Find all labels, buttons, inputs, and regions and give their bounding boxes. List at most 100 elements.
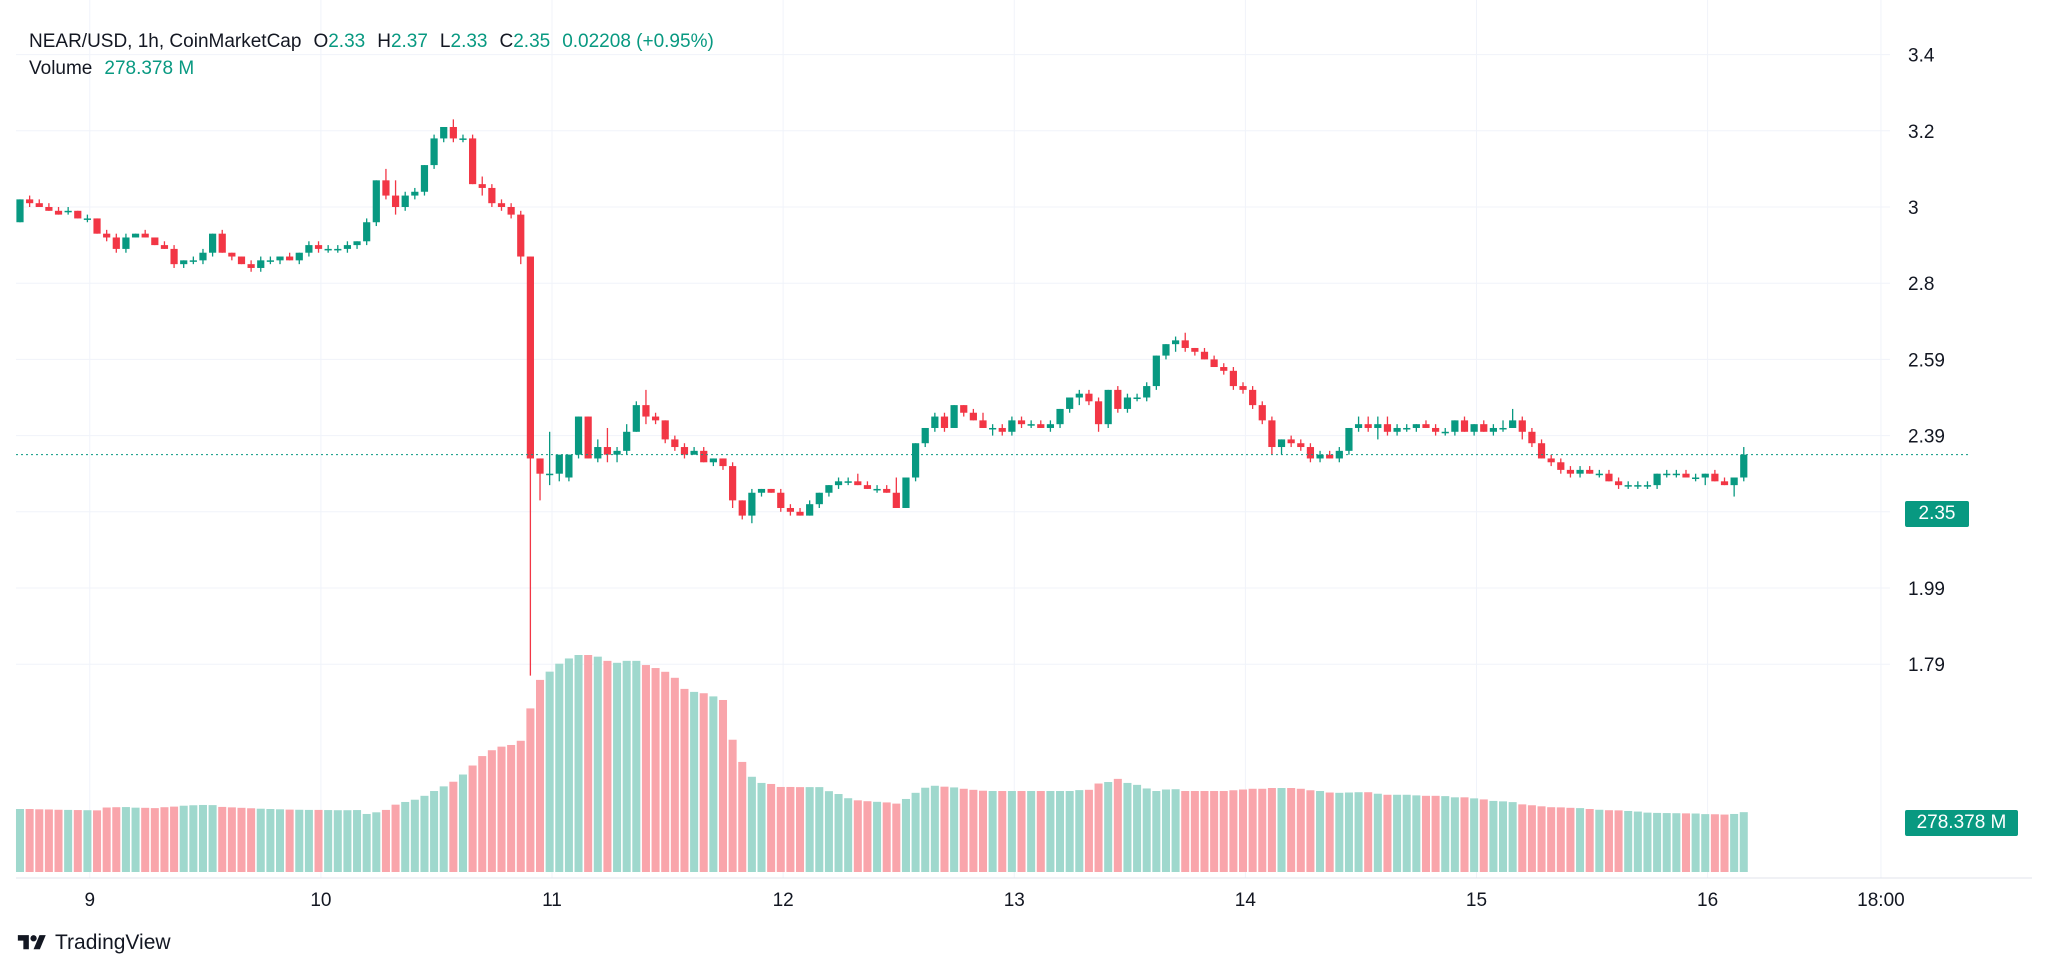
- volume-bar: [25, 809, 34, 872]
- candle-body: [863, 485, 872, 489]
- candle-body: [1297, 443, 1305, 448]
- volume-bar: [458, 774, 467, 872]
- candle-body: [921, 427, 929, 444]
- volume-bar: [1027, 791, 1036, 872]
- volume-bar: [1354, 792, 1363, 872]
- volume-bar: [969, 789, 978, 872]
- volume-bar: [892, 803, 901, 872]
- candle-body: [382, 180, 390, 196]
- candle-body: [1114, 389, 1122, 409]
- candle-body: [1056, 408, 1064, 425]
- candle-body: [1557, 462, 1565, 470]
- x-tick-label: 12: [773, 890, 794, 911]
- volume-bar: [728, 739, 737, 872]
- volume-bar: [1624, 810, 1633, 872]
- volume-bar: [401, 801, 410, 872]
- candle-body: [1614, 481, 1623, 486]
- candle-body: [1701, 473, 1709, 478]
- volume-bar: [805, 787, 814, 872]
- y-tick-label: 3: [1908, 198, 1919, 219]
- y-tick-label: 1.79: [1908, 655, 1945, 676]
- tradingview-brand[interactable]: TradingView: [15, 931, 171, 955]
- y-tick-label: 1.99: [1908, 579, 1945, 600]
- volume-bar: [834, 794, 843, 872]
- volume-bar: [160, 807, 169, 872]
- candle-body: [767, 488, 775, 493]
- candle-body: [603, 447, 612, 455]
- candle-body: [1605, 473, 1613, 482]
- volume-bar: [873, 801, 882, 872]
- candle-body: [834, 481, 843, 486]
- candle-body: [1277, 439, 1286, 448]
- volume-bar: [93, 810, 102, 872]
- volume-bar: [324, 810, 333, 872]
- volume-bar: [1258, 788, 1267, 872]
- volume-bar: [1094, 783, 1103, 872]
- volume-bar: [1662, 813, 1671, 872]
- volume-bar: [1364, 792, 1373, 872]
- candle-body: [141, 233, 149, 238]
- volume-bar: [603, 660, 612, 872]
- candle-body: [237, 256, 246, 265]
- volume-bar: [266, 809, 275, 872]
- volume-bar: [1056, 791, 1065, 872]
- volume-bar: [179, 805, 188, 872]
- candle-body: [1403, 427, 1411, 430]
- volume-bar: [1556, 807, 1565, 872]
- y-tick-label: 3.4: [1908, 46, 1935, 67]
- candle-body: [815, 492, 823, 505]
- volume-bar: [930, 785, 939, 872]
- candle-body: [430, 138, 438, 166]
- candle-body: [247, 264, 255, 268]
- volume-bar: [304, 809, 313, 872]
- candle-body: [584, 416, 592, 459]
- candle-body: [1345, 427, 1353, 451]
- volume-bar: [73, 810, 82, 872]
- symbol-title[interactable]: NEAR/USD, 1h, CoinMarketCap: [29, 31, 302, 52]
- chart-legend: NEAR/USD, 1h, CoinMarketCap O 2.33 H 2.37 …: [29, 28, 714, 82]
- high-value: 2.37: [390, 31, 428, 52]
- volume-bar: [1508, 802, 1517, 872]
- volume-bar: [198, 804, 207, 872]
- volume-bar: [247, 808, 256, 872]
- candle-body: [131, 233, 140, 238]
- volume-bar: [507, 744, 516, 872]
- volume-bar: [1527, 805, 1536, 872]
- candle-body: [854, 481, 862, 486]
- candle-body: [825, 485, 833, 493]
- volume-bar: [1373, 793, 1382, 872]
- volume-bar: [362, 813, 371, 872]
- candle-body: [844, 481, 852, 483]
- candle-body: [324, 248, 332, 251]
- volume-bar: [1200, 791, 1209, 872]
- candle-body: [709, 458, 717, 463]
- candle-body: [343, 245, 352, 249]
- volume-bar: [1325, 792, 1334, 872]
- candle-body: [54, 210, 63, 215]
- volume-bar: [1633, 811, 1642, 872]
- x-tick-label: 9: [84, 890, 95, 911]
- volume-bar: [1065, 791, 1074, 872]
- candle-body: [1672, 473, 1680, 476]
- candles: [16, 119, 1748, 676]
- candle-body: [1711, 473, 1719, 482]
- candle-body: [873, 488, 881, 491]
- volume-bar: [1441, 796, 1450, 872]
- candle-body: [1326, 454, 1334, 459]
- volume-bar: [545, 671, 554, 872]
- x-tick-label: 11: [542, 890, 562, 911]
- candle-body: [1720, 481, 1729, 486]
- candle-body: [488, 187, 496, 204]
- candle-body: [209, 233, 217, 253]
- volume-bar: [1287, 788, 1296, 872]
- candle-body: [1547, 458, 1555, 463]
- volume-bar: [699, 693, 708, 872]
- candle-body: [748, 492, 756, 516]
- candle-body: [1152, 355, 1160, 387]
- volume-bar: [372, 812, 381, 872]
- volume-bar: [584, 655, 593, 872]
- volume-label[interactable]: Volume: [29, 58, 93, 79]
- candle-body: [1489, 427, 1497, 432]
- candle-body: [170, 248, 178, 265]
